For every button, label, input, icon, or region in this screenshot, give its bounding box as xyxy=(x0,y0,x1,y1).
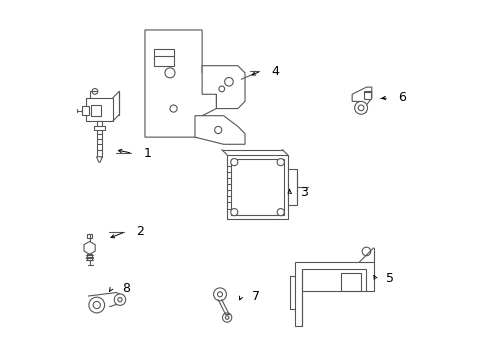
Bar xyxy=(82,106,89,114)
Circle shape xyxy=(231,208,238,216)
Polygon shape xyxy=(84,242,95,254)
Polygon shape xyxy=(88,293,123,307)
Circle shape xyxy=(219,86,224,92)
Circle shape xyxy=(114,294,126,305)
Bar xyxy=(92,105,101,116)
Bar xyxy=(288,169,297,205)
Text: 4: 4 xyxy=(272,64,280,77)
Polygon shape xyxy=(352,87,372,112)
Text: 7: 7 xyxy=(252,289,260,303)
Bar xyxy=(342,273,361,291)
Bar xyxy=(231,159,284,215)
Circle shape xyxy=(222,313,232,322)
Circle shape xyxy=(89,297,104,313)
Bar xyxy=(364,91,371,99)
Bar xyxy=(227,155,288,219)
Circle shape xyxy=(93,301,100,309)
Bar xyxy=(97,121,102,157)
Circle shape xyxy=(277,158,284,166)
Polygon shape xyxy=(145,30,217,137)
Circle shape xyxy=(218,292,222,297)
Polygon shape xyxy=(97,157,102,162)
Bar xyxy=(94,126,105,130)
Circle shape xyxy=(224,77,233,86)
Text: 5: 5 xyxy=(386,272,394,285)
Text: 3: 3 xyxy=(300,186,308,199)
Text: 8: 8 xyxy=(122,283,130,296)
Text: 1: 1 xyxy=(143,147,151,160)
Circle shape xyxy=(225,316,229,319)
Polygon shape xyxy=(195,116,245,144)
Circle shape xyxy=(165,68,175,78)
Text: 2: 2 xyxy=(136,225,144,238)
Bar xyxy=(87,254,92,260)
Text: 6: 6 xyxy=(398,91,407,104)
Bar xyxy=(87,234,92,238)
Circle shape xyxy=(118,297,122,302)
Circle shape xyxy=(277,208,284,216)
Bar xyxy=(86,98,113,121)
Circle shape xyxy=(231,158,238,166)
Circle shape xyxy=(358,105,364,111)
Circle shape xyxy=(355,102,368,114)
Circle shape xyxy=(170,105,177,112)
Polygon shape xyxy=(295,262,373,327)
Circle shape xyxy=(214,288,226,301)
Circle shape xyxy=(362,247,371,256)
Circle shape xyxy=(215,126,222,134)
Circle shape xyxy=(92,89,98,94)
Bar xyxy=(154,49,173,66)
Polygon shape xyxy=(202,66,245,109)
